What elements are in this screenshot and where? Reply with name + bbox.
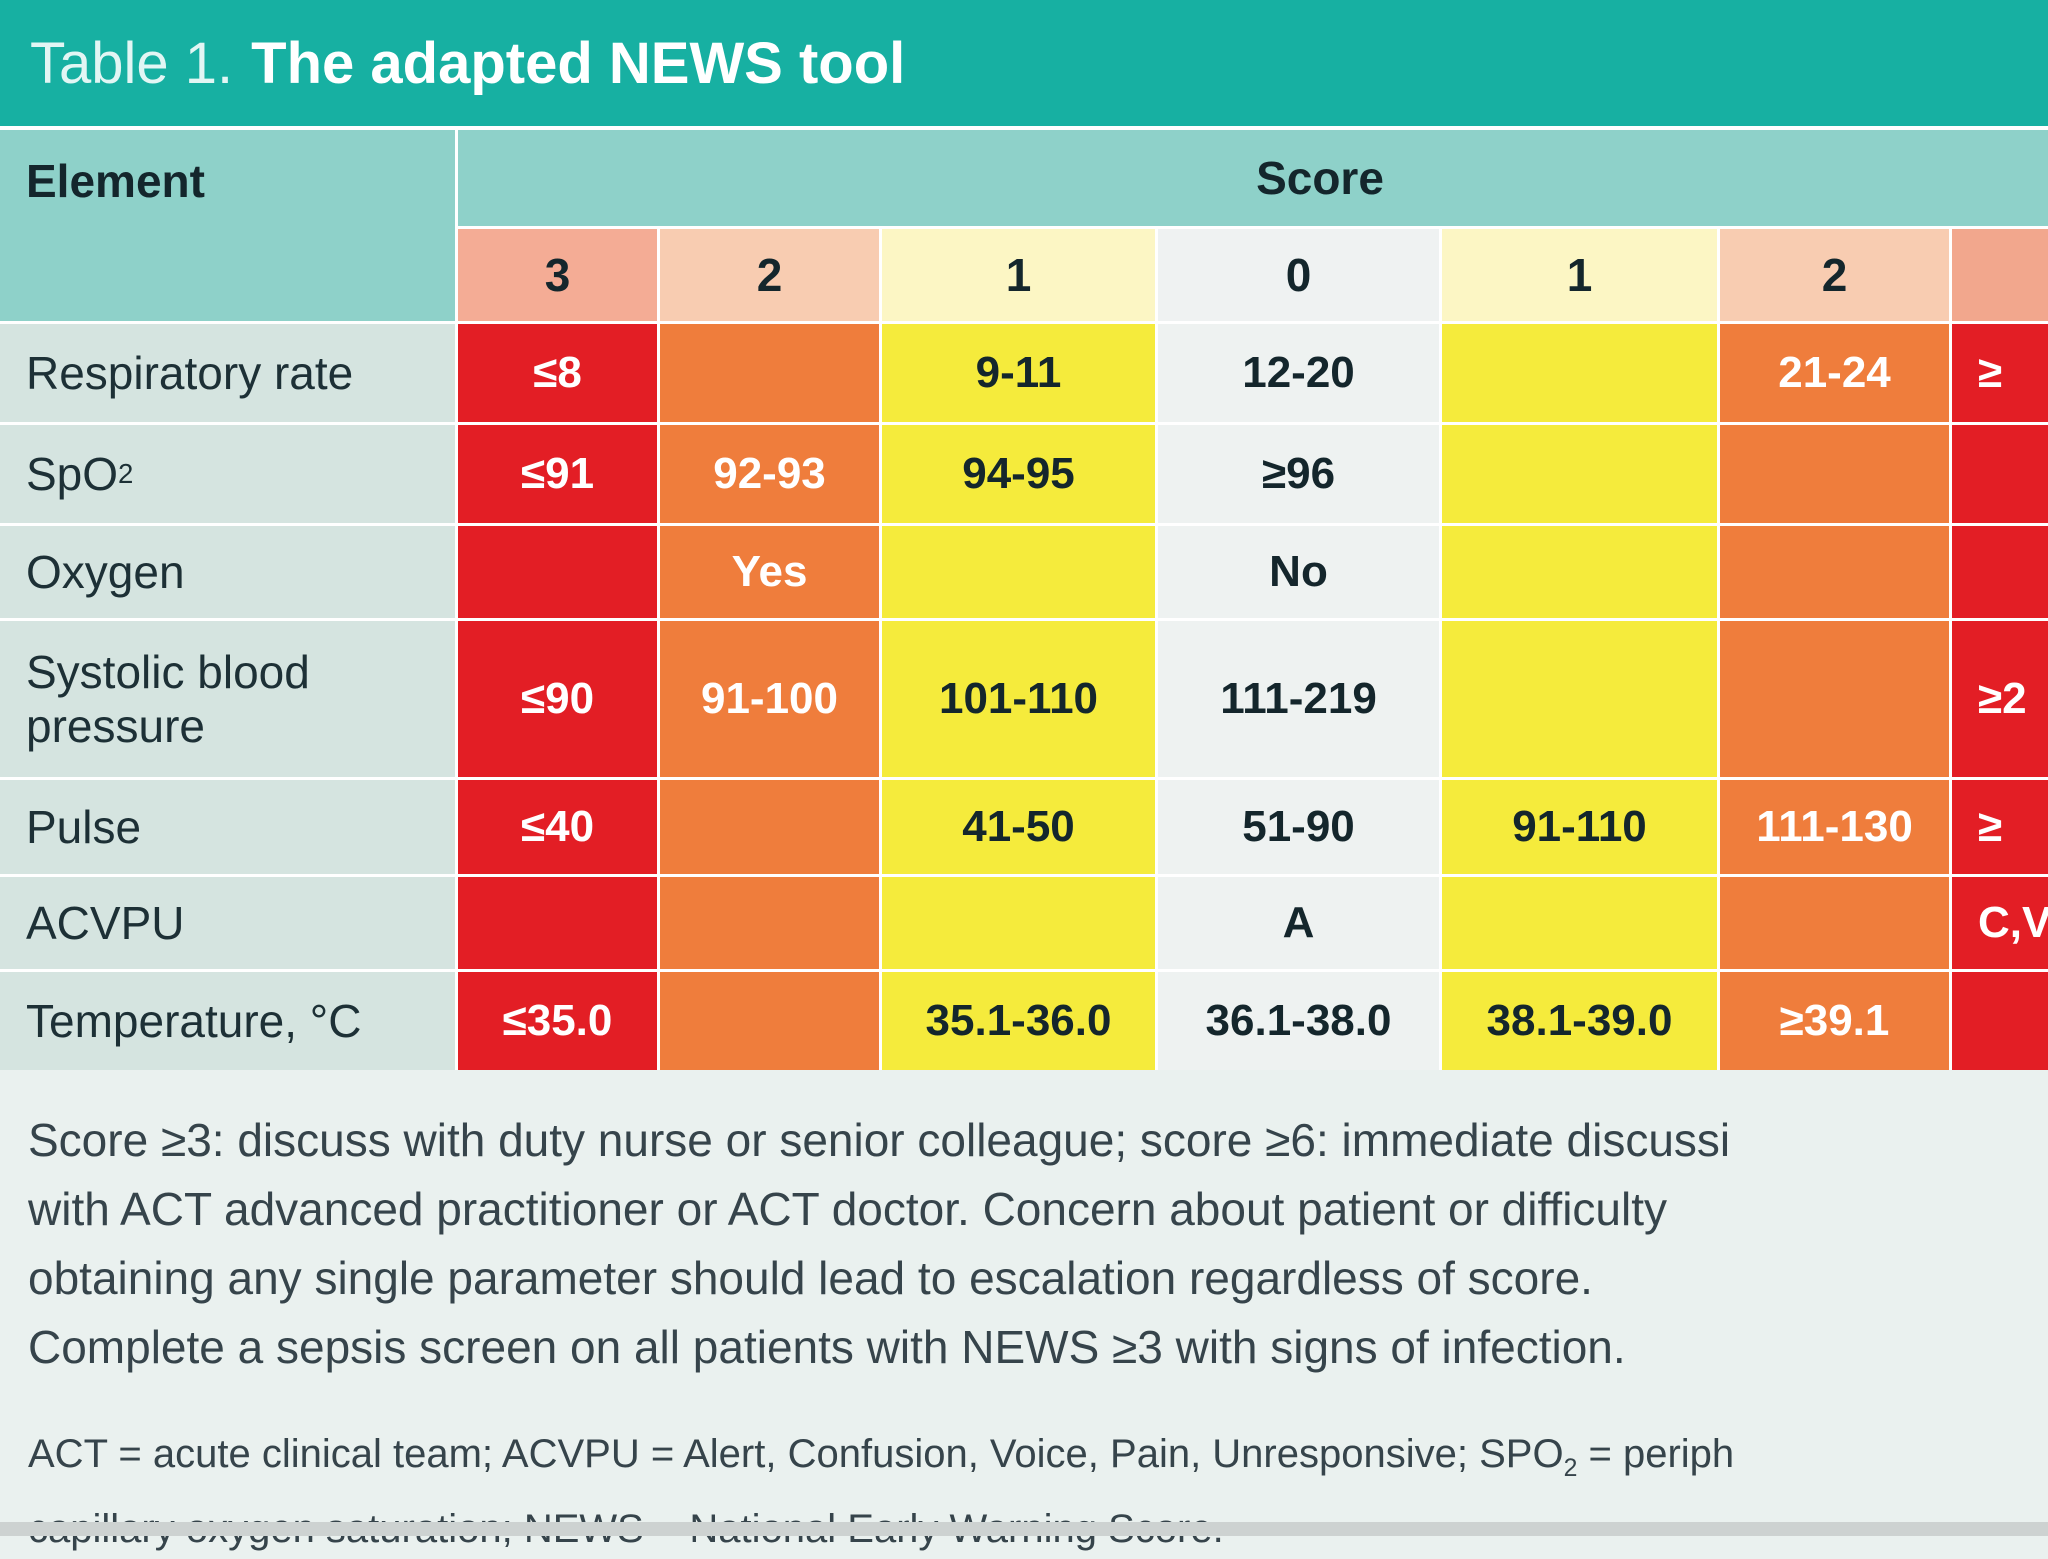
score-cell: [882, 526, 1155, 618]
score-cell: [1720, 621, 1949, 777]
score-cell: [882, 877, 1155, 969]
note-line: Score ≥3: discuss with duty nurse or sen…: [28, 1114, 1731, 1166]
score-cell: [660, 324, 879, 422]
score-cell: 9-11: [882, 324, 1155, 422]
table-number-label: Table 1.: [30, 30, 234, 96]
score-cell: ≥96: [1158, 425, 1439, 523]
table-title: The adapted NEWS tool: [251, 30, 906, 96]
score-cell: 91-110: [1442, 780, 1717, 874]
subscript: 2: [1563, 1455, 1578, 1482]
score-cell: [660, 972, 879, 1070]
score-cell: 111-219: [1158, 621, 1439, 777]
score-cell: ≥2: [1952, 621, 2048, 777]
score-cell: [1442, 526, 1717, 618]
score-value-header: 3: [458, 229, 657, 321]
note-line: with ACT advanced practitioner or ACT do…: [28, 1183, 1668, 1235]
row-label: Temperature, °C: [0, 972, 455, 1070]
score-cell: [660, 780, 879, 874]
score-cell: No: [1158, 526, 1439, 618]
row-label: ACVPU: [0, 877, 455, 969]
abbreviation-line: ACT = acute clinical team; ACVPU = Alert…: [28, 1432, 1735, 1482]
row-label: Pulse: [0, 780, 455, 874]
score-cell: 92-93: [660, 425, 879, 523]
score-cell: [1952, 425, 2048, 523]
score-cell: [1720, 526, 1949, 618]
abbreviation-note: ACT = acute clinical team; ACVPU = Alert…: [28, 1424, 2048, 1559]
score-cell: C,V: [1952, 877, 2048, 969]
score-cell: ≤90: [458, 621, 657, 777]
score-cell: [1442, 324, 1717, 422]
score-cell: 35.1-36.0: [882, 972, 1155, 1070]
score-cell: [1720, 877, 1949, 969]
score-cell: 12-20: [1158, 324, 1439, 422]
note-line: Complete a sepsis screen on all patients…: [28, 1321, 1626, 1373]
score-value-header: 1: [882, 229, 1155, 321]
score-value-header: 2: [1720, 229, 1949, 321]
score-cell: 111-130: [1720, 780, 1949, 874]
row-label: Systolic blood pressure: [0, 621, 455, 777]
score-cell: ≥: [1952, 324, 2048, 422]
score-cell: 38.1-39.0: [1442, 972, 1717, 1070]
score-cell: [1720, 425, 1949, 523]
score-cell: ≥39.1: [1720, 972, 1949, 1070]
score-cell: ≥: [1952, 780, 2048, 874]
score-cell: ≤35.0: [458, 972, 657, 1070]
note-line: obtaining any single parameter should le…: [28, 1252, 1593, 1304]
score-cell: [1442, 877, 1717, 969]
score-cell: 41-50: [882, 780, 1155, 874]
score-value-header: 2: [660, 229, 879, 321]
score-cell: 101-110: [882, 621, 1155, 777]
score-cell: [1952, 526, 2048, 618]
score-cell: [458, 877, 657, 969]
score-cell: 21-24: [1720, 324, 1949, 422]
score-cell: 51-90: [1158, 780, 1439, 874]
score-cell: Yes: [660, 526, 879, 618]
score-cell: ≤40: [458, 780, 657, 874]
score-cell: 36.1-38.0: [1158, 972, 1439, 1070]
news-table-wrapper: Element Score 3 2 1 0 1 2 Respiratory rate ≤8 9-11…: [0, 126, 2048, 1070]
row-label: SpO 2: [0, 425, 455, 523]
element-column-header: Element: [0, 130, 455, 321]
score-value-header: 1: [1442, 229, 1717, 321]
score-value-header: 0: [1158, 229, 1439, 321]
score-cell: 94-95: [882, 425, 1155, 523]
score-cell: [1952, 972, 2048, 1070]
table-title-bar: Table 1. The adapted NEWS tool: [0, 0, 2048, 126]
escalation-notes: Score ≥3: discuss with duty nurse or sen…: [28, 1106, 2048, 1382]
row-label: Oxygen: [0, 526, 455, 618]
score-cell: A: [1158, 877, 1439, 969]
score-value-header: [1952, 229, 2048, 321]
score-cell: [458, 526, 657, 618]
score-cell: ≤8: [458, 324, 657, 422]
score-column-header: Score: [458, 130, 2048, 226]
news-table: Element Score 3 2 1 0 1 2 Respiratory rate ≤8 9-11…: [0, 130, 2048, 1070]
score-cell: [660, 877, 879, 969]
score-cell: [1442, 621, 1717, 777]
score-cell: [1442, 425, 1717, 523]
subscript: 2: [118, 458, 134, 490]
row-label: Respiratory rate: [0, 324, 455, 422]
score-cell: ≤91: [458, 425, 657, 523]
bottom-divider: [0, 1522, 2048, 1536]
score-cell: 91-100: [660, 621, 879, 777]
